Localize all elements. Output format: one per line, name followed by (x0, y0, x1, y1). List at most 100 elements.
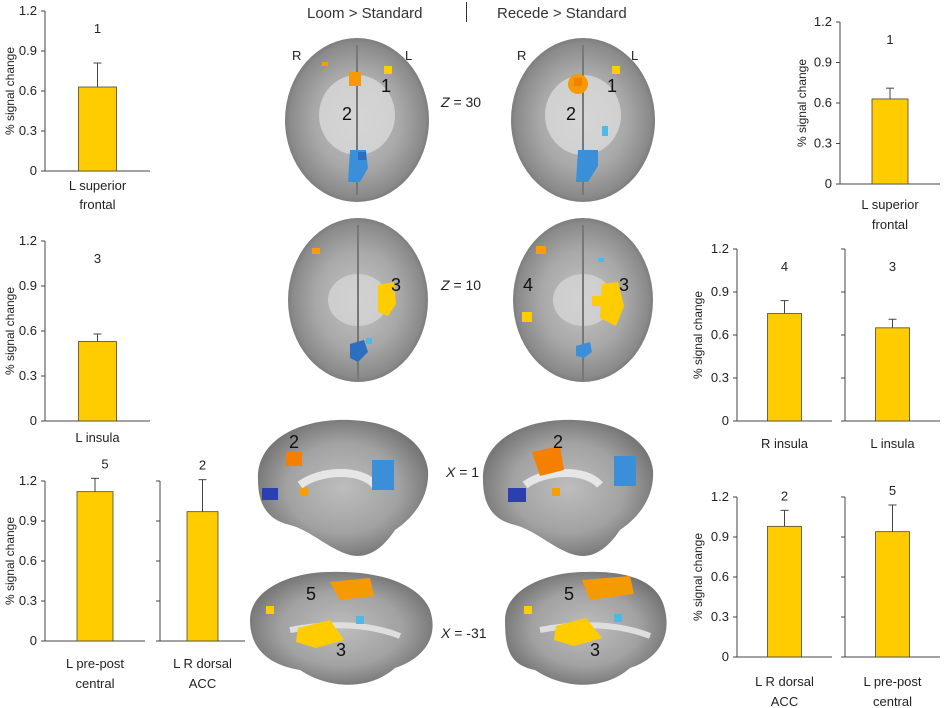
y-tick-label: 0.6 (711, 327, 729, 342)
region-number: 3 (619, 275, 629, 295)
brain-axial-z10-recede (513, 218, 653, 382)
y-tick-label: 1.2 (814, 14, 832, 29)
category-label: L R dorsal (755, 674, 814, 689)
y-tick-label: 0.9 (19, 513, 37, 528)
y-tick-label: 0.3 (814, 136, 832, 151)
category-label: L insula (75, 430, 120, 445)
category-label: frontal (872, 217, 908, 232)
region-label: 4 (781, 259, 788, 274)
orientation-l: L (405, 48, 413, 63)
bar (76, 491, 114, 642)
y-tick-label: 0 (30, 413, 37, 428)
region-label: 5 (889, 483, 896, 498)
category-label: R insula (761, 436, 809, 451)
y-tick-label: 0.6 (19, 83, 37, 98)
condition-label: Z = 30 (441, 94, 482, 110)
region-number: 3 (336, 640, 346, 660)
region-number: 3 (590, 640, 600, 660)
category-label: central (873, 694, 912, 708)
region-label: 5 (101, 456, 108, 471)
category-label: L pre-post (863, 674, 921, 689)
y-tick-label: 0 (30, 163, 37, 178)
brain-axial-z30-recede (511, 38, 655, 202)
header-recede: Recede > Standard (497, 5, 627, 22)
region-label: 3 (889, 259, 896, 274)
y-tick-label: 0.3 (711, 370, 729, 385)
y-tick-label: 0 (30, 633, 37, 648)
y-tick-label: 1.2 (19, 3, 37, 18)
category-label: L insula (870, 436, 915, 451)
bar (871, 98, 909, 185)
bar (875, 531, 910, 658)
bar (767, 525, 802, 658)
category-label: central (75, 676, 114, 691)
y-tick-label: 0.6 (711, 569, 729, 584)
orientation-r: R (292, 48, 302, 63)
y-tick-label: 1.2 (711, 241, 729, 256)
header-divider (466, 2, 467, 22)
y-tick-label: 0.9 (711, 529, 729, 544)
region-number: 4 (523, 275, 533, 295)
bar (78, 341, 117, 422)
bar (875, 327, 910, 422)
region-number: 2 (342, 104, 352, 124)
brain-sagittal-x31-recede (505, 571, 667, 685)
y-tick-label: 1.2 (711, 489, 729, 504)
bar (78, 86, 117, 172)
y-tick-label: 0.3 (19, 368, 37, 383)
y-tick-label: 0 (722, 413, 729, 428)
y-axis-label: % signal change (691, 533, 705, 621)
y-tick-label: 0.6 (814, 95, 832, 110)
y-tick-label: 0.3 (19, 123, 37, 138)
condition-label: X = 1 (446, 464, 480, 480)
y-tick-label: 0.3 (19, 593, 37, 608)
category-label: L R dorsal (173, 656, 232, 671)
y-tick-label: 0 (722, 649, 729, 664)
y-tick-label: 1.2 (19, 233, 37, 248)
y-tick-label: 0.3 (711, 609, 729, 624)
y-axis-label: % signal change (691, 291, 705, 379)
y-tick-label: 0.9 (19, 43, 37, 58)
y-tick-label: 0.9 (19, 278, 37, 293)
y-tick-label: 1.2 (19, 473, 37, 488)
y-tick-label: 0.9 (711, 284, 729, 299)
region-label: 1 (886, 32, 893, 47)
category-label: L pre-post (66, 656, 124, 671)
y-tick-label: 0.9 (814, 55, 832, 70)
y-tick-label: 0.6 (19, 323, 37, 338)
y-axis-label: % signal change (3, 517, 17, 605)
condition-label: X = -31 (441, 625, 487, 641)
region-number: 5 (564, 584, 574, 604)
region-number: 2 (289, 432, 299, 452)
header-loom: Loom > Standard (307, 5, 423, 22)
region-label: 2 (199, 458, 206, 473)
category-label: frontal (79, 197, 115, 212)
orientation-l: L (631, 48, 639, 63)
brain-sagittal-x1-loom (257, 419, 429, 556)
y-axis-label: % signal change (795, 59, 809, 147)
region-label: 2 (781, 488, 788, 503)
category-label: ACC (189, 676, 216, 691)
orientation-r: R (517, 48, 527, 63)
category-label: L superior (861, 197, 919, 212)
region-number: 3 (391, 275, 401, 295)
y-axis-label: % signal change (3, 47, 17, 135)
region-number: 1 (607, 76, 617, 96)
region-number: 1 (381, 76, 391, 96)
region-label: 3 (94, 251, 101, 266)
category-label: L superior (69, 178, 127, 193)
brain-sagittal-x1-recede (482, 419, 654, 556)
brain-axial-z10-loom (288, 218, 428, 382)
region-number: 5 (306, 584, 316, 604)
region-number: 2 (553, 432, 563, 452)
bar (186, 511, 219, 642)
bar (767, 313, 802, 422)
brain-sagittal-x31-loom (250, 571, 433, 685)
brain-axial-z30-loom (285, 38, 429, 202)
category-label: ACC (771, 694, 798, 708)
region-number: 2 (566, 104, 576, 124)
y-axis-label: % signal change (3, 287, 17, 375)
